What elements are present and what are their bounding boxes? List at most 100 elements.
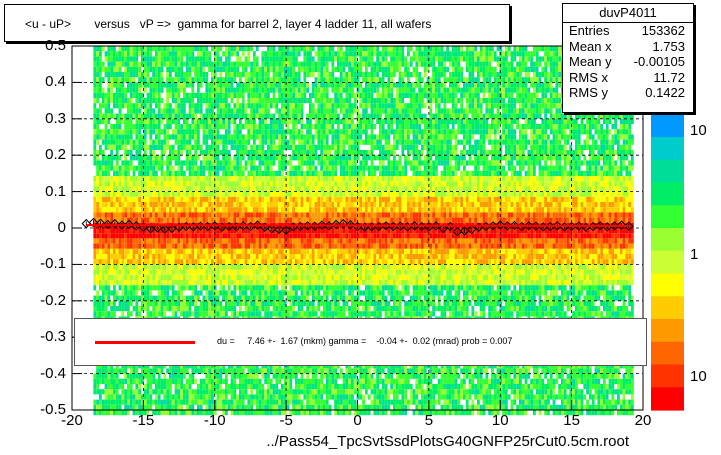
heatmap-cell bbox=[107, 56, 111, 62]
heatmap-cell bbox=[264, 176, 267, 182]
heatmap-cell bbox=[275, 274, 279, 280]
heatmap-cell bbox=[183, 264, 186, 270]
heatmap-cell bbox=[219, 124, 223, 130]
heatmap-cell bbox=[241, 82, 245, 88]
heatmap-cell bbox=[171, 217, 175, 223]
heatmap-cell bbox=[297, 46, 301, 52]
heatmap-cell bbox=[281, 389, 284, 395]
heatmap-cell bbox=[281, 254, 284, 260]
heatmap-cell bbox=[261, 404, 265, 410]
heatmap-cell bbox=[180, 238, 183, 244]
heatmap-cell bbox=[292, 191, 295, 197]
heatmap-cell bbox=[127, 134, 130, 140]
heatmap-cell bbox=[185, 77, 189, 83]
heatmap-cell bbox=[303, 384, 307, 390]
heatmap-cell bbox=[127, 150, 130, 156]
heatmap-cell bbox=[211, 155, 214, 161]
heatmap-cell bbox=[135, 306, 139, 312]
heatmap-cell bbox=[115, 295, 119, 301]
heatmap-cell bbox=[253, 238, 256, 244]
heatmap-cell bbox=[129, 150, 133, 156]
heatmap-cell bbox=[169, 165, 172, 171]
heatmap-cell bbox=[211, 217, 214, 223]
heatmap-cell bbox=[115, 170, 119, 176]
heatmap-cell bbox=[300, 269, 304, 275]
heatmap-cell bbox=[171, 155, 175, 161]
heatmap-cell bbox=[163, 51, 167, 57]
heatmap-cell bbox=[177, 394, 181, 400]
heatmap-cell bbox=[191, 170, 195, 176]
heatmap-cell bbox=[283, 300, 287, 306]
heatmap-cell bbox=[278, 118, 281, 124]
heatmap-cell bbox=[110, 186, 113, 192]
heatmap-cell bbox=[211, 311, 214, 317]
heatmap-cell bbox=[180, 410, 183, 416]
heatmap-cell bbox=[135, 113, 139, 119]
heatmap-cell bbox=[244, 228, 248, 234]
heatmap-cell bbox=[250, 176, 253, 182]
heatmap-cell bbox=[171, 176, 175, 182]
heatmap-cell bbox=[115, 389, 119, 395]
heatmap-cell bbox=[233, 295, 237, 301]
heatmap-cell bbox=[183, 196, 186, 202]
heatmap-cell bbox=[174, 254, 178, 260]
heatmap-cell bbox=[244, 118, 248, 124]
heatmap-cell bbox=[297, 243, 301, 249]
heatmap-cell bbox=[149, 243, 153, 249]
heatmap-cell bbox=[216, 311, 220, 317]
heatmap-cell bbox=[141, 306, 144, 312]
heatmap-cell bbox=[272, 285, 276, 291]
heatmap-cell bbox=[255, 186, 259, 192]
heatmap-cell bbox=[295, 212, 298, 218]
heatmap-cell bbox=[219, 311, 223, 317]
heatmap-cell bbox=[180, 176, 183, 182]
heatmap-cell bbox=[286, 46, 290, 52]
heatmap-cell bbox=[104, 389, 108, 395]
heatmap-cell bbox=[202, 66, 206, 72]
heatmap-cell bbox=[185, 384, 189, 390]
heatmap-cell bbox=[222, 285, 225, 291]
heatmap-cell bbox=[211, 248, 214, 254]
heatmap-cell bbox=[205, 108, 209, 114]
heatmap-cell bbox=[233, 181, 237, 187]
heatmap-cell bbox=[275, 248, 279, 254]
heatmap-cell bbox=[267, 139, 270, 145]
heatmap-cell bbox=[166, 51, 169, 57]
heatmap-cell bbox=[177, 233, 181, 239]
heatmap-cell bbox=[146, 290, 150, 296]
heatmap-cell bbox=[241, 191, 245, 197]
heatmap-cell bbox=[149, 160, 153, 166]
heatmap-cell bbox=[233, 300, 237, 306]
heatmap-cell bbox=[104, 176, 108, 182]
heatmap-cell bbox=[283, 384, 287, 390]
heatmap-cell bbox=[236, 207, 239, 213]
heatmap-cell bbox=[155, 160, 158, 166]
heatmap-cell bbox=[177, 274, 181, 280]
heatmap-cell bbox=[185, 150, 189, 156]
heatmap-cell bbox=[244, 373, 248, 379]
heatmap-cell bbox=[121, 264, 125, 270]
heatmap-cell bbox=[297, 170, 301, 176]
heatmap-cell bbox=[269, 394, 273, 400]
heatmap-cell bbox=[208, 134, 211, 140]
heatmap-cell bbox=[278, 280, 281, 286]
heatmap-cell bbox=[213, 181, 217, 187]
heatmap-cell bbox=[244, 212, 248, 218]
heatmap-cell bbox=[289, 207, 293, 213]
heatmap-cell bbox=[258, 238, 262, 244]
heatmap-cell bbox=[183, 202, 186, 208]
heatmap-cell bbox=[247, 150, 251, 156]
heatmap-cell bbox=[261, 300, 265, 306]
heatmap-cell bbox=[99, 72, 102, 78]
heatmap-cell bbox=[180, 368, 183, 374]
heatmap-cell bbox=[236, 129, 239, 135]
heatmap-cell bbox=[138, 311, 141, 317]
heatmap-cell bbox=[219, 72, 223, 78]
heatmap-cell bbox=[222, 92, 225, 98]
heatmap-cell bbox=[216, 300, 220, 306]
heatmap-cell bbox=[163, 207, 167, 213]
heatmap-cell bbox=[303, 274, 307, 280]
heatmap-cell bbox=[300, 399, 304, 405]
heatmap-cell bbox=[169, 103, 172, 109]
heatmap-cell bbox=[250, 191, 253, 197]
